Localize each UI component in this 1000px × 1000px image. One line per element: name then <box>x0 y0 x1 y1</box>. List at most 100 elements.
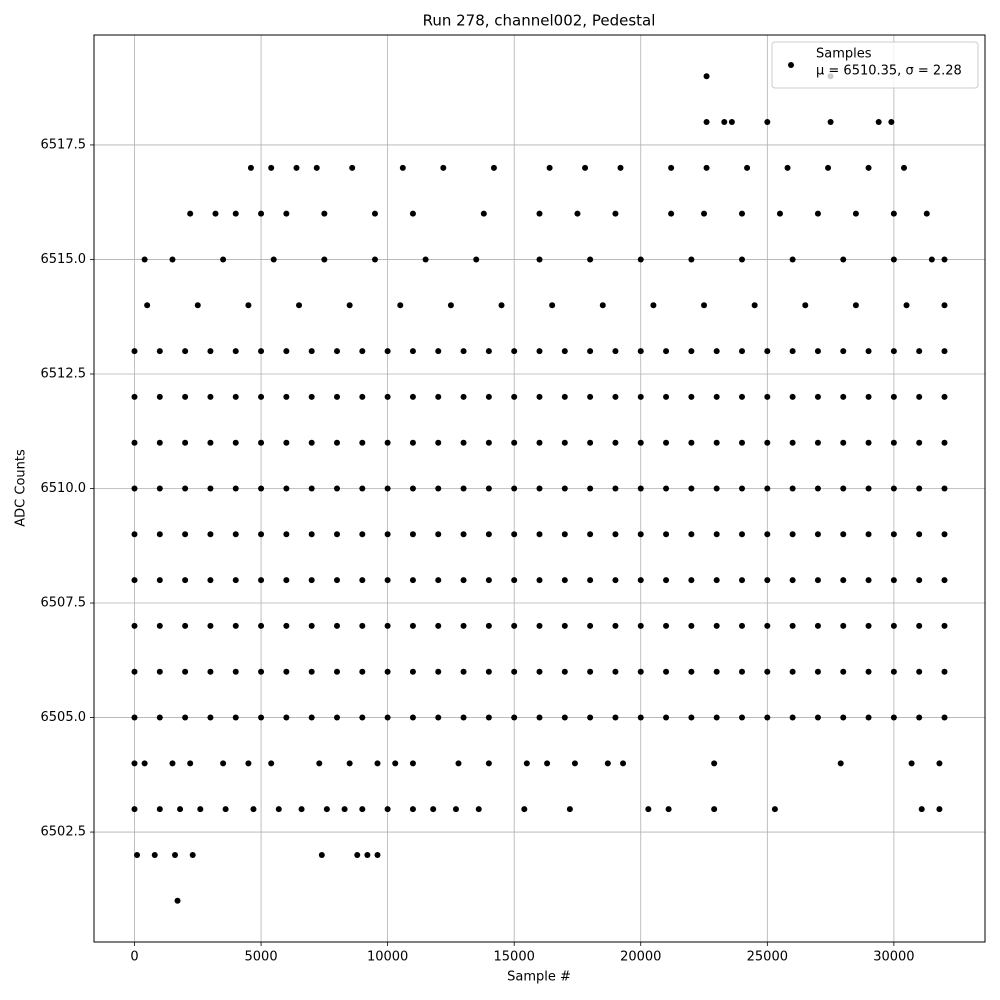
point <box>941 531 948 538</box>
point <box>182 393 189 400</box>
point <box>156 485 163 492</box>
point <box>460 348 467 355</box>
point <box>308 668 315 675</box>
point <box>612 714 619 721</box>
point <box>617 164 624 171</box>
point <box>814 668 821 675</box>
point <box>207 348 214 355</box>
point <box>890 577 897 584</box>
point <box>346 760 353 767</box>
point <box>187 760 194 767</box>
point <box>663 622 670 629</box>
point <box>169 256 176 263</box>
point <box>728 119 735 126</box>
point <box>739 622 745 629</box>
point <box>485 439 492 446</box>
point <box>334 668 340 675</box>
point <box>409 668 416 675</box>
point <box>789 714 796 721</box>
point <box>298 806 305 813</box>
point <box>258 531 265 538</box>
legend: Samples μ = 6510.35, σ = 2.28 <box>771 41 979 89</box>
point <box>131 393 138 400</box>
point <box>334 577 340 584</box>
point <box>384 393 391 400</box>
point <box>751 302 758 309</box>
point <box>663 439 670 446</box>
point <box>156 348 163 355</box>
point <box>840 714 847 721</box>
point <box>511 531 518 538</box>
point <box>485 485 492 492</box>
point <box>890 622 897 629</box>
point <box>789 668 796 675</box>
point <box>250 806 257 813</box>
point <box>435 531 442 538</box>
point <box>789 577 796 584</box>
point <box>901 164 907 171</box>
point <box>232 531 239 538</box>
point <box>308 531 315 538</box>
point <box>561 393 568 400</box>
point <box>490 164 497 171</box>
point <box>840 485 847 492</box>
point <box>713 439 720 446</box>
point <box>283 622 290 629</box>
point <box>612 531 619 538</box>
point <box>207 714 214 721</box>
point <box>511 393 518 400</box>
point <box>511 622 518 629</box>
point <box>865 485 872 492</box>
point <box>544 760 551 767</box>
point <box>144 302 151 309</box>
point <box>713 714 720 721</box>
point <box>182 531 189 538</box>
point <box>663 348 670 355</box>
point <box>156 577 163 584</box>
point <box>688 622 695 629</box>
point <box>207 439 214 446</box>
point <box>587 714 594 721</box>
point <box>131 439 138 446</box>
point <box>384 714 391 721</box>
point <box>182 485 189 492</box>
point <box>789 348 796 355</box>
point <box>941 439 948 446</box>
point <box>739 256 745 263</box>
point <box>789 439 796 446</box>
point <box>840 531 847 538</box>
point <box>739 577 745 584</box>
point <box>452 806 459 813</box>
point <box>713 622 720 629</box>
point <box>916 393 923 400</box>
point <box>840 622 847 629</box>
point <box>771 806 778 813</box>
point <box>668 210 675 217</box>
point <box>663 485 670 492</box>
point <box>536 714 543 721</box>
point <box>688 348 695 355</box>
point <box>141 760 148 767</box>
point <box>359 393 366 400</box>
point <box>131 622 138 629</box>
y-axis-label: ADC Counts <box>14 449 29 527</box>
point <box>612 668 619 675</box>
ticks: 0 5000 10000 15000 20000 25000 30000 6502.5 6505… <box>41 137 915 964</box>
point <box>308 714 315 721</box>
legend-label: Samples <box>816 47 872 62</box>
point <box>485 393 492 400</box>
point <box>308 485 315 492</box>
point <box>941 302 948 309</box>
point <box>232 577 239 584</box>
point <box>941 622 948 629</box>
point <box>739 210 745 217</box>
point <box>232 622 239 629</box>
point <box>637 668 644 675</box>
point <box>688 714 695 721</box>
point <box>703 164 710 171</box>
point <box>485 622 492 629</box>
point <box>270 256 277 263</box>
point <box>739 485 745 492</box>
point <box>637 256 644 263</box>
point <box>232 668 239 675</box>
